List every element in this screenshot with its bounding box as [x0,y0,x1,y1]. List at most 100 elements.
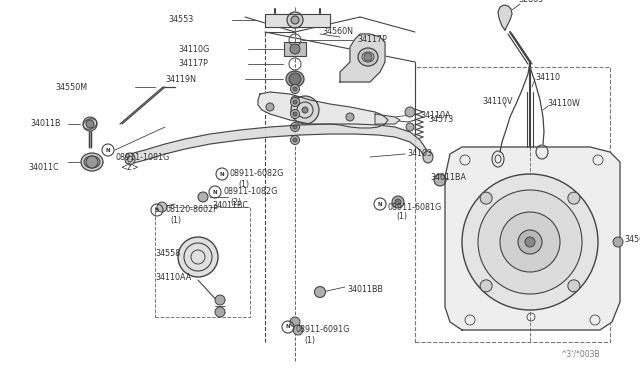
Ellipse shape [83,119,97,129]
Polygon shape [340,34,385,82]
Circle shape [266,103,274,111]
Text: N: N [106,148,110,153]
Circle shape [215,307,225,317]
Circle shape [291,135,300,144]
Circle shape [291,16,299,24]
Text: N: N [220,171,224,176]
Ellipse shape [178,237,218,277]
Text: 34560N: 34560N [322,28,353,36]
Text: 08911-1082G: 08911-1082G [223,187,277,196]
Text: 34565M: 34565M [624,235,640,244]
Polygon shape [265,14,330,27]
Circle shape [392,196,404,208]
Text: 08911-1081G: 08911-1081G [115,153,169,161]
Text: 08911-6082G: 08911-6082G [230,170,284,179]
Text: 34110: 34110 [535,73,560,81]
Circle shape [480,192,492,204]
Circle shape [395,199,401,205]
Circle shape [462,174,598,310]
Circle shape [364,53,372,61]
Text: 34573: 34573 [428,115,453,125]
Circle shape [293,138,297,142]
Circle shape [287,12,303,28]
Text: 34110AA: 34110AA [155,273,191,282]
Bar [284,42,306,56]
Circle shape [86,120,94,128]
Circle shape [500,212,560,272]
Circle shape [302,107,308,113]
Text: N: N [285,324,291,330]
Text: 34011C: 34011C [28,163,59,171]
Circle shape [291,122,300,131]
Ellipse shape [358,48,378,66]
Ellipse shape [286,71,304,87]
Circle shape [291,96,319,124]
Circle shape [293,112,297,116]
Text: 34117P: 34117P [357,35,387,45]
Text: 34011BB: 34011BB [347,285,383,295]
Text: (1): (1) [170,215,181,224]
Circle shape [198,192,208,202]
Circle shape [291,96,299,104]
Circle shape [86,156,98,168]
Ellipse shape [125,153,135,165]
Circle shape [480,280,492,292]
Text: 34119N: 34119N [165,74,196,83]
Ellipse shape [423,151,433,163]
Text: 34110A: 34110A [420,110,451,119]
Circle shape [525,237,535,247]
Circle shape [290,317,300,327]
Circle shape [346,113,354,121]
Text: ^3'/*003B: ^3'/*003B [560,350,600,359]
Bar [415,67,610,342]
Text: <2>: <2> [120,163,139,171]
Text: (2): (2) [230,198,241,206]
Circle shape [613,237,623,247]
Text: 34558: 34558 [155,250,180,259]
Text: N: N [212,189,218,195]
Text: 34550M: 34550M [55,83,87,92]
Text: B: B [155,208,159,212]
Text: 34011B: 34011B [30,119,61,128]
Circle shape [291,84,300,93]
Polygon shape [498,5,512,30]
Circle shape [83,117,97,131]
Circle shape [293,125,297,129]
Text: 34110V: 34110V [482,97,513,106]
Circle shape [289,73,301,85]
Ellipse shape [84,156,100,168]
Circle shape [293,100,297,104]
Circle shape [518,230,542,254]
Polygon shape [258,92,388,128]
Circle shape [568,280,580,292]
Text: (1): (1) [304,336,315,344]
Circle shape [157,202,167,212]
Text: N: N [378,202,382,206]
Circle shape [434,174,446,186]
Text: (1): (1) [238,180,249,189]
Text: 08120-8602F: 08120-8602F [165,205,218,215]
Text: 32865: 32865 [518,0,543,4]
Circle shape [293,325,303,335]
Circle shape [568,192,580,204]
Circle shape [478,190,582,294]
Polygon shape [445,147,620,330]
Text: 34117P: 34117P [178,60,208,68]
Text: 08911-6081G: 08911-6081G [388,202,442,212]
Text: 34103: 34103 [407,150,432,158]
Circle shape [291,97,300,106]
Polygon shape [130,124,428,164]
Text: (1): (1) [396,212,407,221]
Circle shape [215,295,225,305]
Ellipse shape [81,153,103,171]
Circle shape [405,107,415,117]
Bar [155,207,250,317]
Text: 34553: 34553 [168,16,193,25]
Circle shape [290,44,300,54]
Polygon shape [375,114,400,124]
Circle shape [314,286,326,298]
Text: 34110G: 34110G [178,45,209,54]
Circle shape [293,87,297,91]
Circle shape [406,123,414,131]
Text: 34011BC: 34011BC [212,201,248,209]
